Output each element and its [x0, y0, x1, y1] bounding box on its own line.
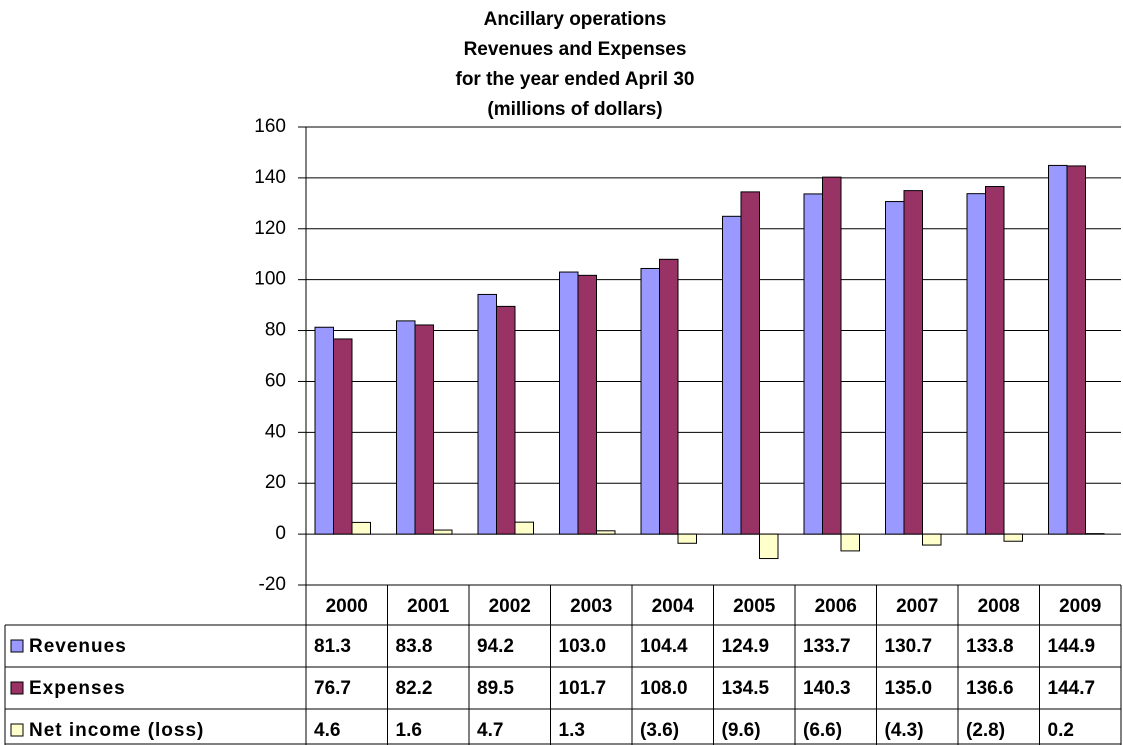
bar	[577, 274, 597, 535]
x-tick-label: 2006	[815, 596, 857, 617]
bar	[496, 305, 516, 535]
bar	[659, 258, 679, 535]
y-tick-label: 140	[254, 167, 286, 188]
bar	[803, 193, 823, 535]
table-value: 101.7	[559, 678, 607, 699]
bar	[514, 521, 534, 535]
table-value: 89.5	[477, 678, 514, 699]
bar	[840, 533, 860, 552]
table-value: 83.8	[396, 636, 433, 657]
table-value: 1.3	[559, 720, 585, 741]
bar	[559, 271, 579, 535]
x-tick-label: 2008	[978, 596, 1020, 617]
table-value: 133.8	[966, 636, 1014, 657]
x-tick-label: 2007	[896, 596, 938, 617]
table-value: 104.4	[640, 636, 688, 657]
table-value: 134.5	[722, 678, 770, 699]
bar	[759, 533, 779, 560]
table-value: 82.2	[396, 678, 433, 699]
table-value: (3.6)	[640, 720, 679, 741]
table-value: 133.7	[803, 636, 851, 657]
bar	[903, 190, 923, 535]
y-tick-label: 160	[254, 116, 286, 137]
bar	[414, 324, 434, 535]
bar	[1003, 533, 1023, 542]
x-tick-label: 2000	[326, 596, 368, 617]
x-tick-label: 2005	[733, 596, 776, 617]
table-value: 144.9	[1048, 636, 1096, 657]
bar	[922, 533, 942, 546]
bar	[396, 320, 416, 535]
bar	[722, 215, 742, 535]
chart-title: for the year ended April 30	[456, 69, 695, 90]
table-value: 108.0	[640, 678, 688, 699]
bar	[740, 191, 760, 535]
x-tick-label: 2004	[652, 596, 695, 617]
x-tick-label: 2003	[570, 596, 612, 617]
legend-label: Revenues	[29, 636, 127, 657]
table-value: 144.7	[1048, 678, 1096, 699]
table-value: 103.0	[559, 636, 607, 657]
table-value: 135.0	[885, 678, 933, 699]
bar	[966, 193, 986, 535]
bar	[333, 338, 353, 535]
chart-title: Ancillary operations	[484, 9, 667, 30]
legend-swatch	[10, 681, 24, 695]
bar	[1048, 164, 1068, 535]
table-value: 1.6	[396, 720, 422, 741]
legend-label: Net income (loss)	[29, 720, 204, 741]
y-tick-label: 40	[265, 421, 286, 442]
bar	[314, 326, 334, 535]
table-value: 140.3	[803, 678, 851, 699]
table-value: (9.6)	[722, 720, 761, 741]
table-value: 4.7	[477, 720, 503, 741]
chart-title: Revenues and Expenses	[464, 39, 687, 60]
chart-title: (millions of dollars)	[487, 99, 662, 120]
legend-swatch	[10, 723, 24, 737]
bar	[677, 533, 697, 544]
x-tick-label: 2009	[1059, 596, 1101, 617]
bar	[433, 529, 453, 535]
bar	[640, 267, 660, 535]
table-value: 94.2	[477, 636, 514, 657]
table-value: (4.3)	[885, 720, 924, 741]
bar	[477, 293, 497, 535]
table-value: 76.7	[314, 678, 351, 699]
bar	[596, 530, 616, 535]
y-tick-label: 120	[254, 218, 286, 239]
table-value: (6.6)	[803, 720, 842, 741]
table-value: 136.6	[966, 678, 1014, 699]
table-value: 4.6	[314, 720, 340, 741]
table-value: 0.2	[1048, 720, 1074, 741]
y-tick-label: 0	[275, 523, 286, 544]
bar	[1066, 165, 1086, 535]
y-tick-label: -20	[259, 574, 286, 595]
y-tick-label: 20	[265, 472, 286, 493]
table-value: (2.8)	[966, 720, 1005, 741]
legend-label: Expenses	[29, 678, 126, 699]
x-tick-label: 2001	[407, 596, 450, 617]
bar	[351, 521, 371, 535]
y-tick-label: 100	[254, 269, 286, 290]
bar	[1085, 533, 1105, 535]
legend-swatch	[10, 639, 24, 653]
y-tick-label: 80	[265, 320, 286, 341]
table-value: 130.7	[885, 636, 933, 657]
bar	[822, 176, 842, 535]
table-value: 124.9	[722, 636, 770, 657]
x-tick-label: 2002	[489, 596, 531, 617]
y-tick-label: 60	[265, 370, 286, 391]
bar	[985, 186, 1005, 535]
table-value: 81.3	[314, 636, 351, 657]
bar	[885, 201, 905, 535]
